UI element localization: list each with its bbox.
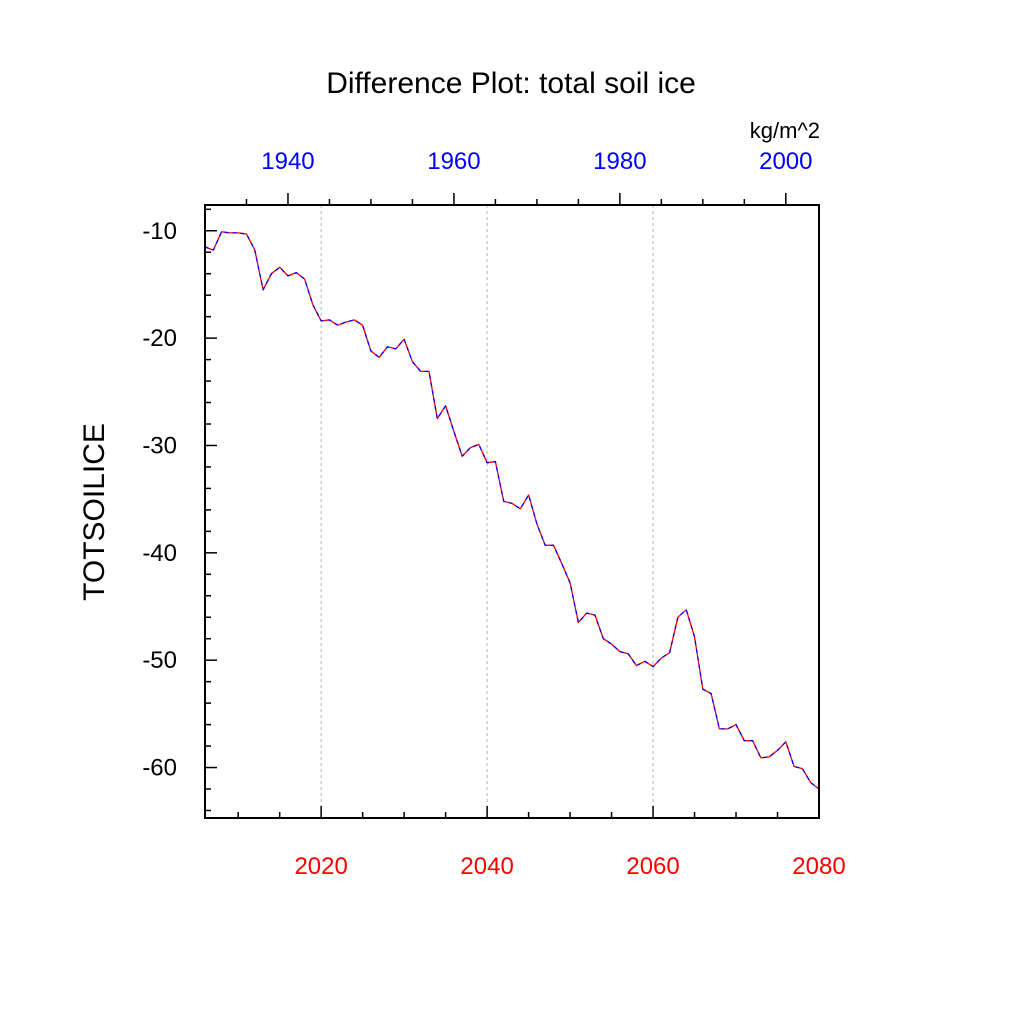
bottom-axis-tick-label: 2040 [460, 853, 513, 880]
y-axis-tick-label: -50 [142, 647, 177, 674]
y-axis-tick-label: -40 [142, 540, 177, 567]
bottom-axis-tick-label: 2020 [294, 853, 347, 880]
y-axis-label: TOTSOILICE [78, 423, 111, 601]
chart-title: Difference Plot: total soil ice [326, 67, 696, 100]
data-series [204, 231, 820, 790]
y-axis-tick-label: -20 [142, 325, 177, 352]
bottom-axis-tick-label: 2060 [626, 853, 679, 880]
series-line-dashes [204, 231, 820, 790]
y-axis-tick-label: -30 [142, 432, 177, 459]
y-axis-tick-label: -60 [142, 755, 177, 782]
top-axis-tick-label: 2000 [759, 148, 812, 175]
grid-lines [320, 205, 654, 818]
top-axis-tick-label: 1980 [593, 148, 646, 175]
units-label: kg/m^2 [750, 118, 820, 143]
plot-frame [204, 204, 820, 819]
bottom-axis-tick-label: 2080 [792, 853, 845, 880]
top-axis-tick-label: 1960 [427, 148, 480, 175]
top-axis-tick-label: 1940 [261, 148, 314, 175]
y-axis-tick-label: -10 [142, 218, 177, 245]
axes: 2020 2040 2060 2080 1940 1960 1980 2000 -10 -20 -3… [142, 148, 845, 880]
